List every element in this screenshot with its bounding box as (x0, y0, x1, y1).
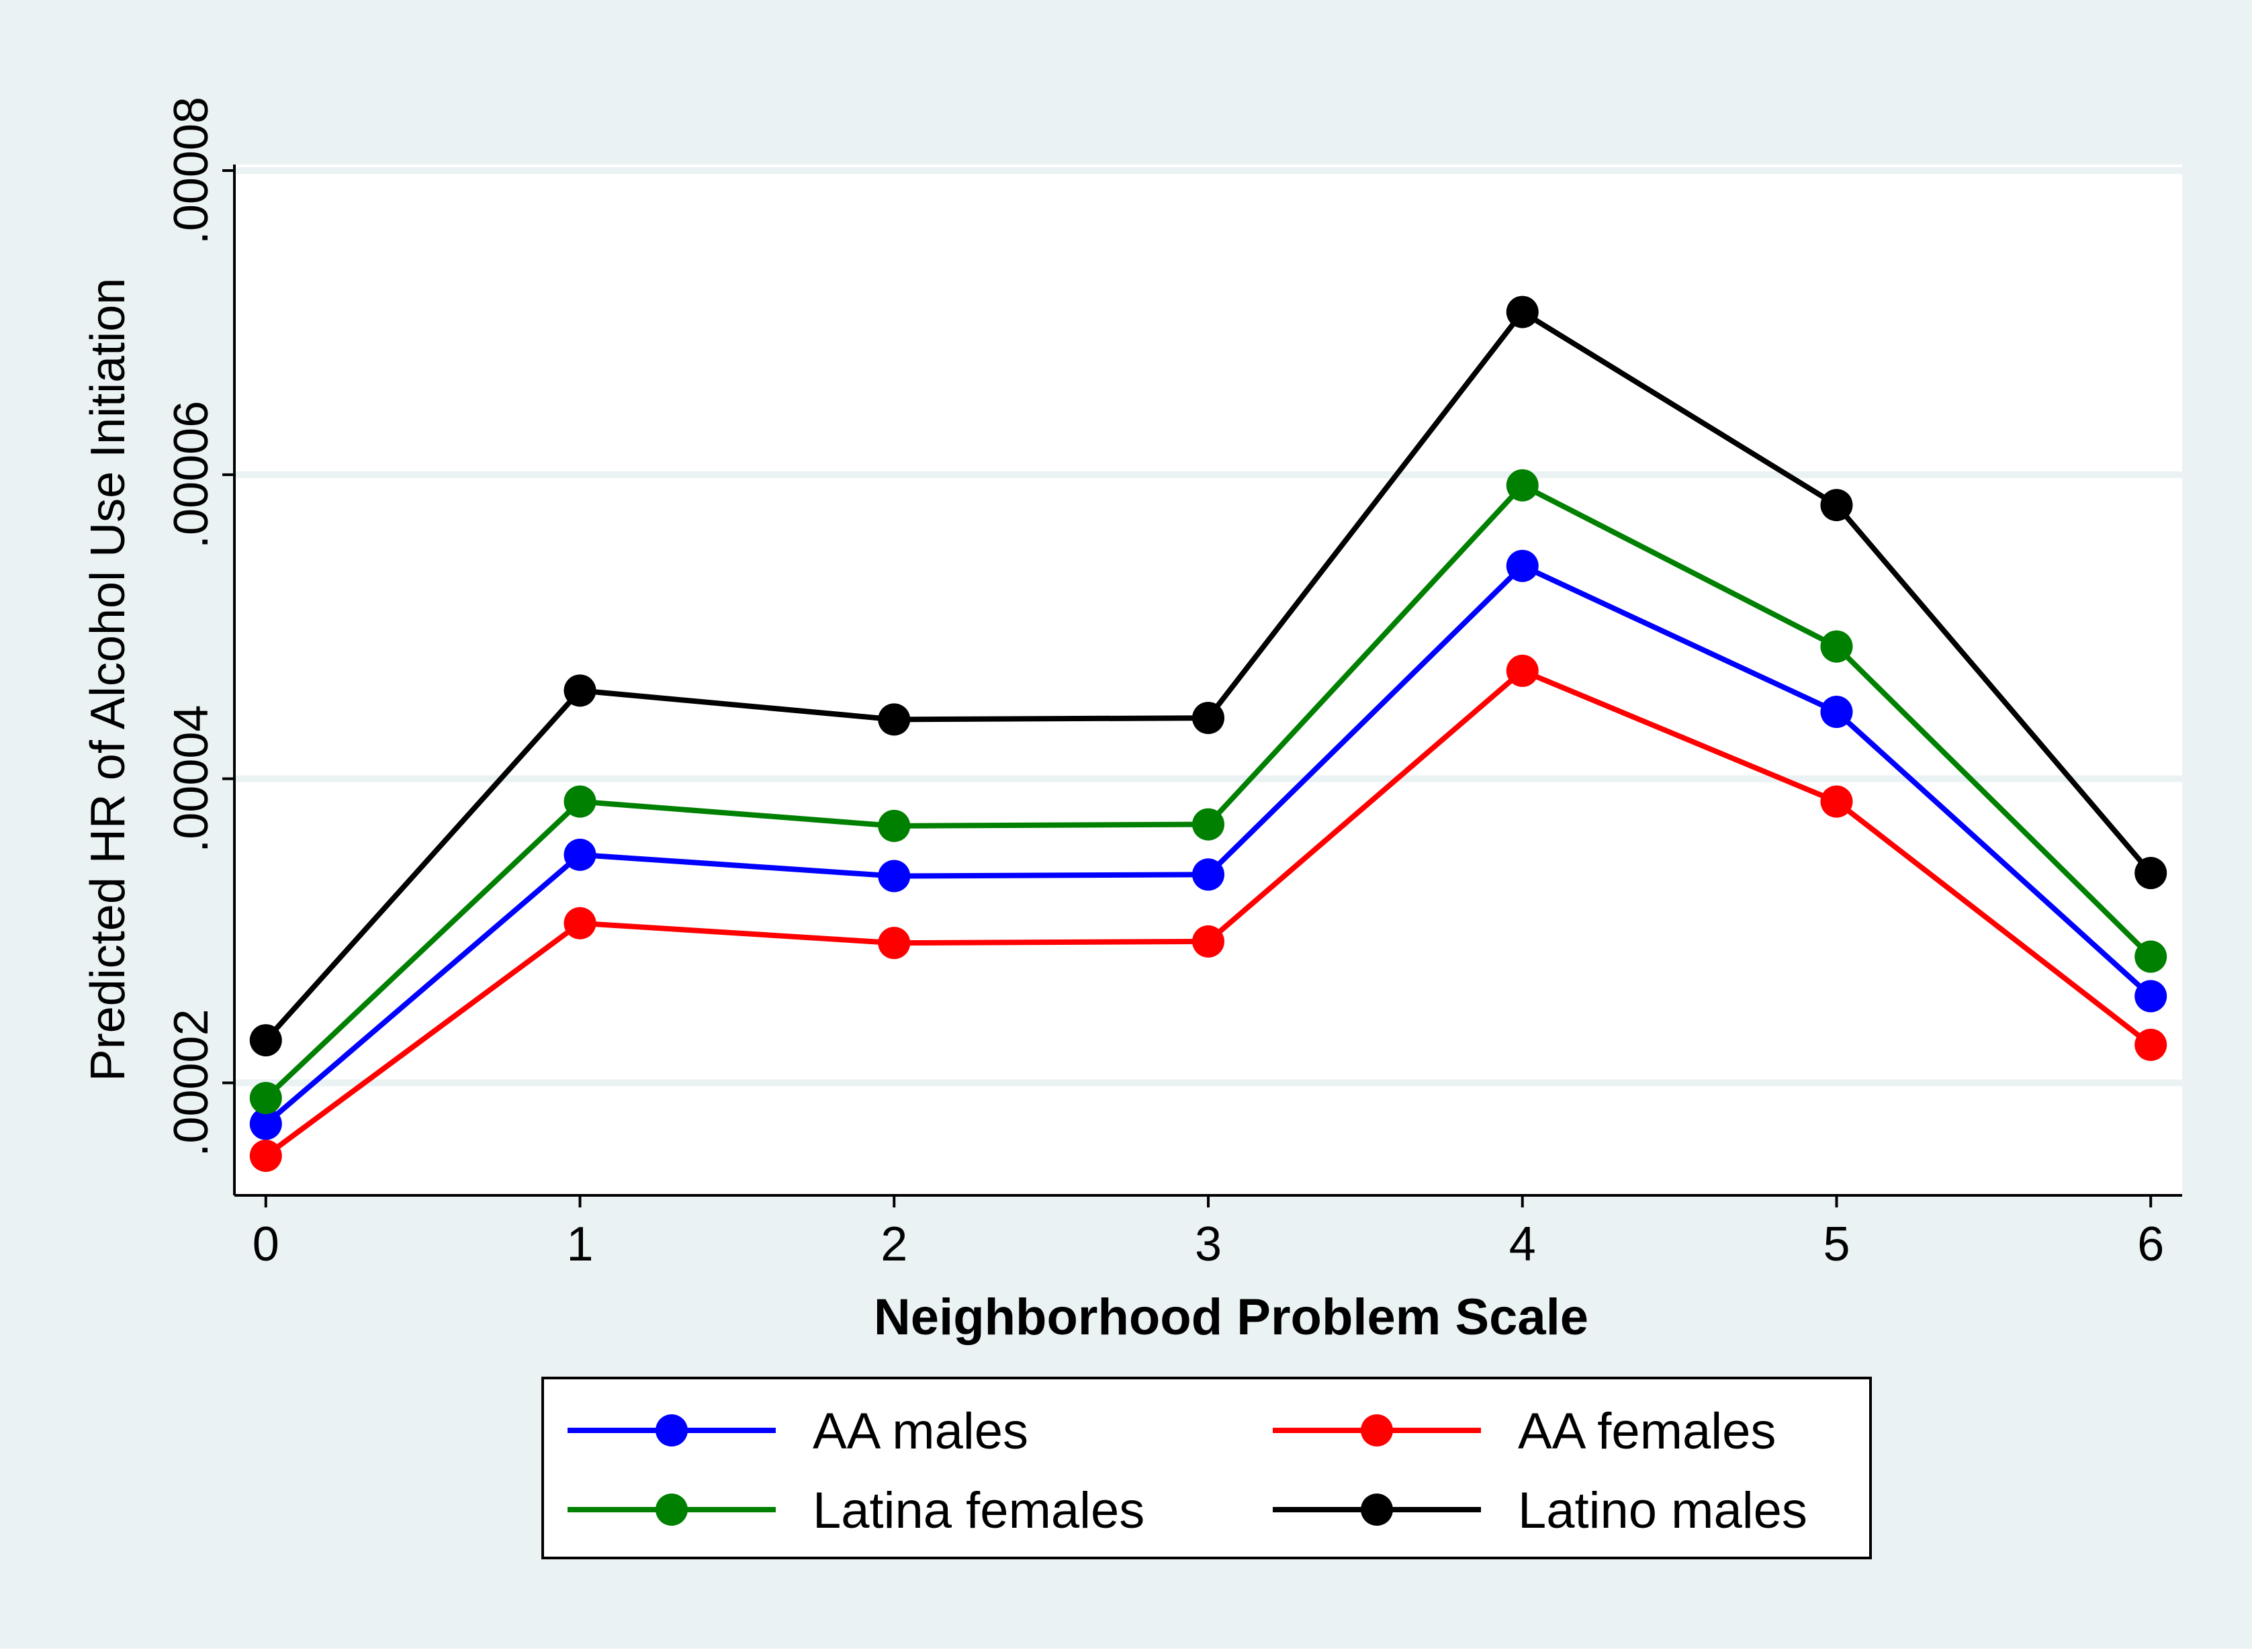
x-axis-title: Neighborhood Problem Scale (874, 1289, 1588, 1346)
data-point (1820, 785, 1853, 818)
data-point (564, 838, 596, 871)
data-point (1820, 489, 1853, 522)
data-point (249, 1140, 282, 1173)
legend-item: Latino males (1273, 1482, 1807, 1539)
data-point (2134, 857, 2167, 890)
data-point (1192, 925, 1224, 958)
data-point (878, 860, 911, 892)
series-aa-females (249, 654, 2167, 1173)
legend-box (541, 1377, 1872, 1559)
legend-marker (1361, 1414, 1393, 1447)
legend-label: AA males (813, 1403, 1028, 1460)
data-point (564, 785, 596, 818)
x-tick-label: 0 (253, 1218, 279, 1271)
data-point (878, 703, 911, 736)
legend-marker (1361, 1494, 1393, 1526)
data-point (878, 809, 911, 842)
x-tick-label: 3 (1195, 1218, 1222, 1271)
legend-marker (656, 1414, 688, 1447)
data-point (1506, 654, 1539, 687)
data-point (1820, 696, 1853, 729)
data-point (2134, 980, 2167, 1013)
data-point (878, 927, 911, 960)
legend-label: Latina females (813, 1482, 1144, 1539)
y-tick-label: .00004 (165, 705, 218, 853)
data-point (1506, 295, 1539, 328)
data-point (1506, 549, 1539, 582)
legend-item: AA females (1273, 1403, 1776, 1460)
data-point (2134, 940, 2167, 973)
data-point (1192, 702, 1224, 735)
series-group (249, 295, 2167, 1173)
series-aa-males (249, 549, 2167, 1140)
data-point (564, 674, 596, 707)
data-point (249, 1082, 282, 1115)
y-tick-label: .00006 (165, 401, 218, 549)
legend-item: Latina females (568, 1482, 1144, 1539)
series-latino-males (249, 295, 2167, 1057)
data-point (249, 1024, 282, 1057)
axes: .00002 .00004 .00006 .00008 0 1 2 3 4 5 6 (165, 97, 2182, 1271)
x-tick-label: 5 (1823, 1218, 1850, 1271)
x-tick-label: 1 (566, 1218, 593, 1271)
data-point (564, 907, 596, 939)
legend-label: Latino males (1518, 1482, 1807, 1539)
data-point (1192, 808, 1224, 841)
x-tick-label: 6 (2137, 1218, 2164, 1271)
x-tick-label: 2 (881, 1218, 907, 1271)
gridlines (234, 167, 2182, 1087)
legend-item: AA males (568, 1403, 1028, 1460)
legend-marker (656, 1494, 688, 1526)
y-axis-title: Predicted HR of Alcohol Use Initiation (81, 278, 135, 1082)
legend: AA males AA females Latina females Latino m… (541, 1377, 1872, 1559)
legend-label: AA females (1518, 1403, 1776, 1460)
data-point (249, 1107, 282, 1140)
series-latina-females (249, 469, 2167, 1115)
y-tick-label: .00002 (165, 1009, 218, 1156)
y-tick-label: .00008 (165, 97, 218, 244)
data-point (1192, 858, 1224, 891)
plot-area (234, 165, 2182, 1195)
x-tick-label: 4 (1509, 1218, 1536, 1271)
data-point (2134, 1028, 2167, 1061)
data-point (1506, 469, 1539, 502)
data-point (1820, 630, 1853, 663)
